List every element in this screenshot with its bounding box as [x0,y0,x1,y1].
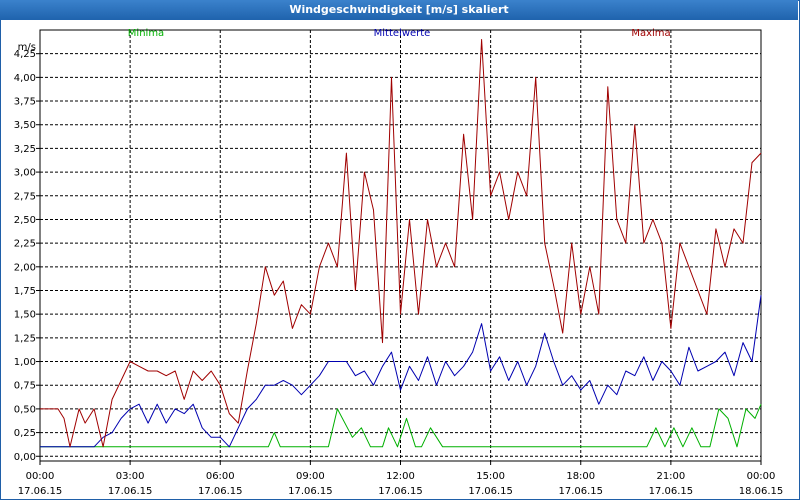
y-tick-label: 0,25 [14,428,36,439]
x-tick-time: 15:00 [476,471,505,482]
legend-maxima: Maxima [631,28,670,39]
y-tick-label: 2,00 [14,262,36,273]
x-tick-time: 00:00 [26,471,55,482]
y-tick-label: 3,50 [14,120,36,131]
y-tick-label: 1,00 [14,357,36,368]
y-tick-label: 3,25 [14,144,36,155]
x-tick-labels: 00:00 17.06.15 03:00 17.06.15 06:00 17.06.15 0… [18,461,784,497]
x-tick-date: 17.06.15 [18,486,63,497]
series-line-mittelwerte [40,295,762,448]
y-tick-label: 3,00 [14,168,36,179]
x-grid [129,30,672,461]
y-tick-label: 2,50 [14,215,36,226]
y-tick-label: 0,00 [14,452,36,463]
x-tick-date: 17.06.15 [558,486,603,497]
y-tick-label: 4,25 [14,49,36,60]
x-tick-time: 03:00 [116,471,145,482]
x-tick-time: 06:00 [206,471,235,482]
y-tick-label: 1,75 [14,286,36,297]
x-tick-time: 09:00 [296,471,325,482]
y-tick-label: 4,00 [14,73,36,84]
x-tick-date: 17.06.15 [288,486,333,497]
x-tick-date: 17.06.15 [378,486,423,497]
series-line-maxima [40,39,762,448]
y-tick-label: 1,25 [14,333,36,344]
x-tick-date: 18.06.15 [739,486,784,497]
y-axis-label: m/s [18,42,36,53]
y-tick-labels: 0,00 0,25 0,50 0,75 1,00 1,25 1,50 1,75 2,00 2,25… [14,49,40,463]
x-tick-date: 17.06.15 [649,486,694,497]
chart-title: Windgeschwindigkeit [m/s] skaliert [0,0,798,20]
x-tick-date: 17.06.15 [108,486,153,497]
x-tick-date: 17.06.15 [468,486,513,497]
y-tick-label: 0,75 [14,381,36,392]
legend-mittelwerte: Mittelwerte [374,28,431,39]
x-tick-time: 18:00 [566,471,595,482]
series-line-minima [40,404,762,448]
y-tick-label: 2,25 [14,239,36,250]
y-tick-label: 1,50 [14,310,36,321]
y-tick-label: 0,50 [14,404,36,415]
x-tick-time: 21:00 [656,471,685,482]
x-tick-time: 00:00 [747,471,776,482]
y-tick-label: 3,75 [14,97,36,108]
series-layer [40,39,762,448]
x-tick-date: 17.06.15 [198,486,243,497]
y-tick-label: 2,75 [14,191,36,202]
x-tick-time: 12:00 [386,471,415,482]
legend-minima: Minima [128,28,164,39]
